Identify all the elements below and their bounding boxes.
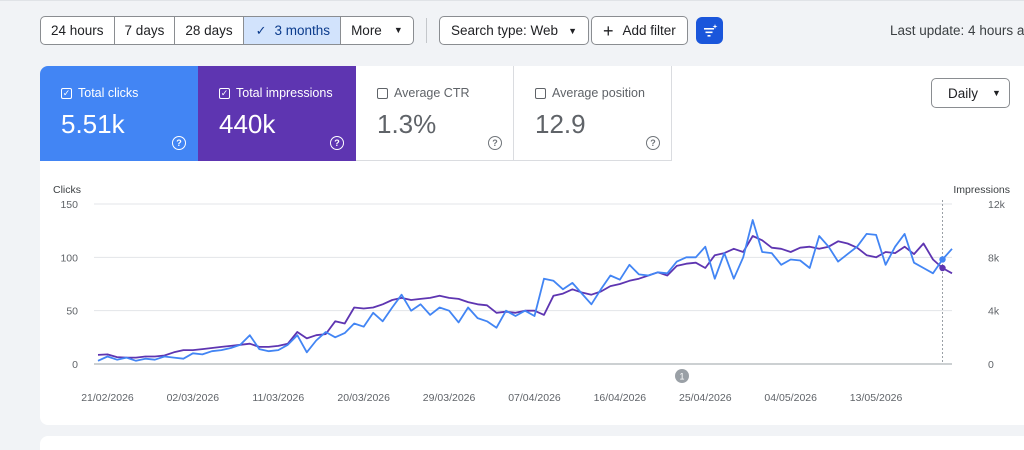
help-icon[interactable]: ? <box>488 136 502 150</box>
range-3-months-label: 3 months <box>274 23 331 38</box>
metric-average-position[interactable]: Average position 12.9 ? <box>514 66 672 161</box>
annotation-marker-label: 1 <box>679 372 684 382</box>
x-tick-label: 25/04/2026 <box>679 392 732 404</box>
x-tick-label: 29/03/2026 <box>423 392 476 404</box>
range-24-hours-label: 24 hours <box>51 23 104 38</box>
y-left-tick-label: 50 <box>66 306 78 318</box>
help-icon[interactable]: ? <box>172 136 186 150</box>
caret-down-icon: ▼ <box>568 25 577 36</box>
metric-clicks-value: 5.51k <box>61 109 125 139</box>
y-right-tick-label: 0 <box>988 359 994 371</box>
caret-down-icon: ▼ <box>393 25 403 35</box>
x-tick-label: 11/03/2026 <box>252 392 304 404</box>
range-more-label: More <box>351 23 382 38</box>
granularity-dropdown[interactable]: Daily ▼ <box>931 78 1010 108</box>
impressions-series-line <box>97 235 953 359</box>
filter-sparkle-icon <box>703 23 717 37</box>
y-left-tick-label: 150 <box>60 199 78 211</box>
checkbox-unchecked-icon[interactable] <box>535 87 546 99</box>
range-7-days-button[interactable]: 7 days <box>115 17 176 44</box>
metric-total-impressions[interactable]: ✓ Total impressions 440k ? <box>198 66 356 161</box>
help-icon[interactable]: ? <box>646 136 660 150</box>
y-right-tick-label: 12k <box>988 199 1006 211</box>
x-tick-label: 04/05/2026 <box>764 392 817 404</box>
metric-impressions-value: 440k <box>219 109 276 139</box>
caret-down-icon: ▼ <box>992 88 1001 98</box>
metric-impressions-label: Total impressions <box>236 86 333 100</box>
annotation-marker <box>675 369 689 383</box>
performance-card: ✓ Total clicks 5.51k ? ✓ Total impressions… <box>40 66 1024 425</box>
x-tick-label: 16/04/2026 <box>594 392 647 404</box>
last-update-text: Last update: 4 hours ago <box>890 23 1024 38</box>
top-divider <box>0 0 1024 1</box>
checkbox-checked-icon[interactable]: ✓ <box>61 87 72 99</box>
range-24-hours-button[interactable]: 24 hours <box>41 17 115 44</box>
metric-ctr-label: Average CTR <box>394 86 470 100</box>
metric-average-ctr[interactable]: Average CTR 1.3% ? <box>356 66 514 161</box>
range-3-months-button[interactable]: ✓ 3 months <box>243 17 342 44</box>
date-range-selector: 24 hours 7 days 28 days ✓ 3 months More ▼ <box>40 16 414 45</box>
y-right-tick-label: 4k <box>988 306 1000 318</box>
y-right-axis-label: Impressions <box>953 184 1010 196</box>
range-more-button[interactable]: More ▼ <box>341 17 413 44</box>
help-icon[interactable]: ? <box>330 136 344 150</box>
checkbox-unchecked-icon[interactable] <box>377 87 388 99</box>
add-filter-label: Add filter <box>622 23 676 38</box>
impressions-hover-point <box>939 264 946 272</box>
metric-position-label: Average position <box>552 86 645 100</box>
checkbox-checked-icon[interactable]: ✓ <box>219 87 230 99</box>
x-tick-label: 13/05/2026 <box>850 392 903 404</box>
range-7-days-label: 7 days <box>124 23 165 38</box>
x-tick-label: 02/03/2026 <box>167 392 220 404</box>
y-right-tick-label: 8k <box>988 252 1000 264</box>
clicks-hover-point <box>939 256 946 263</box>
y-left-axis-label: Clicks <box>53 184 81 196</box>
performance-chart: 0 50 100 150 0 4k 8k 12k Clicks Impressions 21/02/… <box>53 184 1010 404</box>
y-left-tick-label: 0 <box>72 359 78 371</box>
check-icon: ✓ <box>255 23 267 38</box>
metric-total-clicks[interactable]: ✓ Total clicks 5.51k ? <box>40 66 198 161</box>
x-tick-label: 07/04/2026 <box>508 392 561 404</box>
toolbar-divider <box>426 18 427 43</box>
metric-position-value: 12.9 <box>535 109 586 139</box>
granularity-label: Daily <box>948 85 979 101</box>
x-tick-label: 20/03/2026 <box>337 392 390 404</box>
x-tick-label: 21/02/2026 <box>81 392 134 404</box>
y-left-tick-label: 100 <box>60 252 78 264</box>
metric-clicks-label: Total clicks <box>78 86 139 100</box>
metric-ctr-value: 1.3% <box>377 109 437 139</box>
search-type-dropdown[interactable]: Search type: Web ▼ <box>439 16 589 45</box>
search-type-label: Search type: Web <box>451 23 559 38</box>
range-28-days-label: 28 days <box>185 23 233 38</box>
filter-settings-button[interactable] <box>696 17 723 44</box>
toolbar: 24 hours 7 days 28 days ✓ 3 months More ▼ … <box>40 16 1024 45</box>
range-28-days-button[interactable]: 28 days <box>175 17 244 44</box>
add-filter-button[interactable]: + Add filter <box>591 16 688 45</box>
next-card <box>40 436 1024 450</box>
plus-icon: + <box>603 20 614 41</box>
clicks-series-line <box>97 219 953 362</box>
